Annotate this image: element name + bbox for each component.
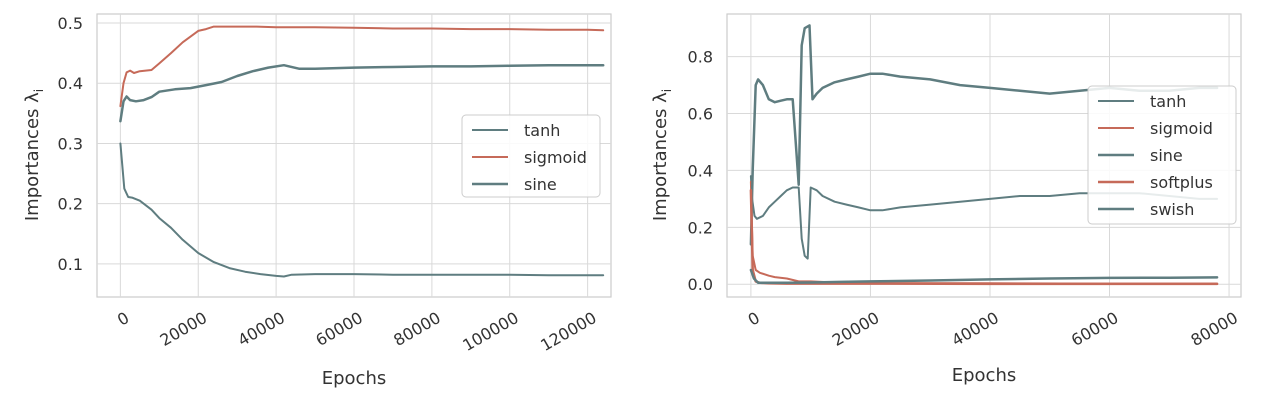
left-x-axis-title: Epochs: [322, 368, 387, 389]
right-x-tick-label: 20000: [829, 308, 883, 350]
right-legend-label-softplus: softplus: [1150, 173, 1213, 192]
left-legend-box: [461, 114, 601, 198]
left-series-sine: [119, 63, 605, 123]
left-legend: tanh sigmoid sine: [461, 114, 601, 198]
right-y-axis-title: Importances λi: [650, 89, 674, 221]
left-series-lines: [119, 25, 605, 278]
left-x-tick-label: 0: [114, 308, 132, 330]
right-x-tick-label: 0: [745, 308, 763, 330]
left-y-tick-label: 0.2: [58, 195, 83, 214]
left-legend-label-tanh: tanh: [524, 121, 560, 140]
left-x-tick-label: 100000: [459, 308, 521, 355]
left-series-sigmoid: [119, 25, 605, 108]
right-legend-label-sine: sine: [1150, 146, 1183, 165]
left-x-tick-label: 80000: [390, 308, 444, 350]
right-series-tanh: [749, 175, 1219, 260]
left-y-tick-label: 0.3: [58, 134, 83, 153]
left-legend-label-sigmoid: sigmoid: [524, 148, 587, 167]
left-y-axis-title: Importances λi: [22, 89, 46, 221]
right-y-tick-label: 0.2: [688, 218, 713, 237]
right-y-tick-label: 0.0: [688, 275, 713, 294]
left-x-tick-label: 120000: [537, 308, 599, 355]
left-grid: [97, 14, 611, 297]
left-y-tick-label: 0.1: [58, 255, 83, 274]
left-series-tanh: [119, 142, 605, 278]
right-series-swish: [749, 268, 1219, 285]
right-y-tick-label: 0.4: [688, 161, 713, 180]
right-y-tick-label: 0.8: [688, 48, 713, 67]
right-x-tick-label: 60000: [1068, 308, 1122, 350]
right-chart-panel: 0 20000 40000 60000 80000 0.0 0.2 0.4 0.6 0.8 Epo…: [650, 13, 1242, 386]
left-chart-panel: 0 20000 40000 60000 80000 100000 120000 0.1 0.2 0…: [22, 13, 612, 389]
right-series-lines: [749, 24, 1219, 286]
left-y-tick-label: 0.4: [58, 74, 83, 93]
right-legend: tanh sigmoid sine softplus swish: [1087, 85, 1237, 225]
right-legend-box: [1087, 85, 1237, 225]
right-x-tick-label: 80000: [1187, 308, 1241, 350]
right-x-axis-title: Epochs: [952, 365, 1017, 386]
right-x-tick-label: 40000: [948, 308, 1002, 350]
right-series-sine: [749, 24, 1219, 246]
right-legend-label-sigmoid: sigmoid: [1150, 119, 1213, 138]
left-x-tick-label: 60000: [312, 308, 366, 350]
left-y-tick-label: 0.5: [58, 14, 83, 33]
left-x-tick-label: 20000: [157, 308, 211, 350]
left-x-tick-label: 40000: [235, 308, 289, 350]
right-legend-label-swish: swish: [1150, 200, 1194, 219]
right-legend-label-tanh: tanh: [1150, 92, 1186, 111]
left-legend-label-sine: sine: [524, 175, 557, 194]
right-y-tick-label: 0.6: [688, 105, 713, 124]
